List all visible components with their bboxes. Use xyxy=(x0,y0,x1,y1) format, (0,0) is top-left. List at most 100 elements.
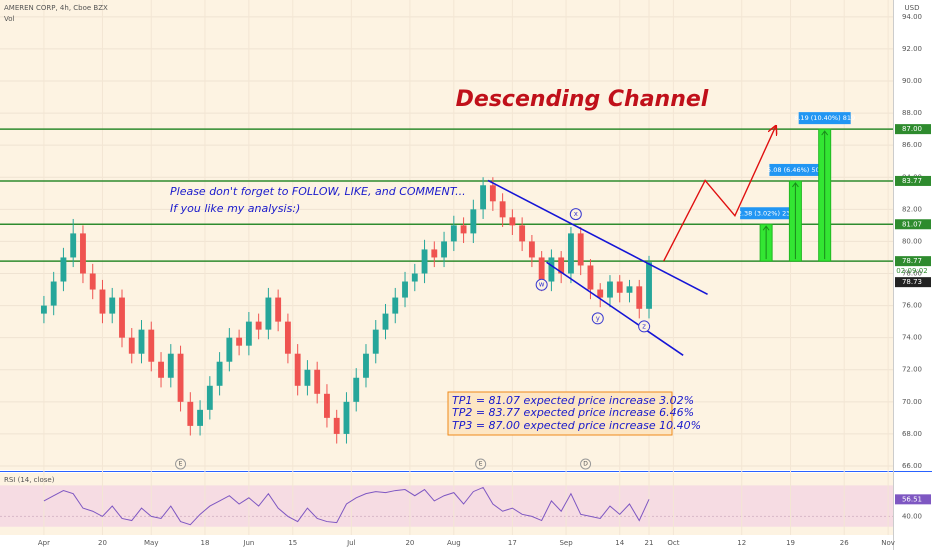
candle-body xyxy=(333,417,340,434)
candle-body xyxy=(450,225,457,242)
level-tag xyxy=(895,124,931,135)
candle-body xyxy=(441,241,447,258)
level-label: 78.77 xyxy=(902,257,922,265)
candle-body xyxy=(284,321,291,354)
event-label: E xyxy=(479,461,483,468)
candle-body xyxy=(177,353,184,402)
note: Please don't forget to FOLLOW, LIKE, and… xyxy=(170,185,466,198)
x-tick-label: 17 xyxy=(508,539,517,547)
candle-body xyxy=(646,262,652,309)
wave-label: z xyxy=(642,322,646,330)
candle-body xyxy=(382,313,389,330)
y-tick-label: 76.00 xyxy=(902,302,922,310)
x-tick-label: 18 xyxy=(200,539,209,547)
y-tick-label: 72.00 xyxy=(902,366,922,374)
event-icon xyxy=(475,458,487,470)
target-label: 2.38 (3.02%) 238 xyxy=(738,209,795,217)
candle-body xyxy=(509,217,516,226)
countdown: 02:09:02 xyxy=(896,267,927,275)
wave-circle xyxy=(638,320,651,333)
candle-body xyxy=(197,409,203,426)
candle-body xyxy=(89,273,96,290)
candle-body xyxy=(187,401,194,426)
candle-body xyxy=(577,233,584,266)
candle-body xyxy=(50,281,57,306)
wave-label: w xyxy=(539,281,545,289)
wave-circle xyxy=(569,208,582,221)
candle-body xyxy=(558,257,565,274)
rsi-line xyxy=(43,486,650,526)
y-tick-label: 66.00 xyxy=(902,462,922,470)
rsi-tag xyxy=(895,494,931,505)
rsi-band xyxy=(0,485,893,527)
target-label: 8.19 (10.40%) 819 xyxy=(794,114,855,122)
projection xyxy=(663,126,776,262)
candle-body xyxy=(109,297,116,314)
candle-body xyxy=(275,297,282,322)
candle-body xyxy=(480,185,487,210)
x-tick-label: Jul xyxy=(346,539,356,547)
currency: USD xyxy=(905,4,920,12)
candle-body xyxy=(80,233,86,274)
candle-body xyxy=(587,265,594,290)
candle-body xyxy=(421,249,428,274)
candle-body xyxy=(245,321,252,346)
plot-bg xyxy=(0,0,893,470)
event-label: D xyxy=(583,461,588,468)
candle-body xyxy=(294,353,301,386)
x-tick-label: Nov xyxy=(881,539,895,547)
channel-line xyxy=(487,179,708,296)
candle-body xyxy=(372,329,379,354)
x-tick-label: 21 xyxy=(645,539,654,547)
candle-body xyxy=(411,273,418,282)
candle-body xyxy=(60,257,67,282)
candle-body xyxy=(206,385,213,410)
candle-body xyxy=(392,297,399,314)
candle-body xyxy=(548,257,555,282)
candle-body xyxy=(528,241,535,258)
symbol: AMEREN CORP, 4h, Cboe BZX xyxy=(4,4,108,12)
rsi-tick-label: 40.00 xyxy=(902,512,922,520)
target-tag xyxy=(798,112,851,125)
x-tick-label: Jun xyxy=(242,539,254,547)
target-tag xyxy=(740,207,793,220)
target-arrow xyxy=(792,182,799,260)
candle-body xyxy=(460,225,467,234)
y-tick-label: 86.00 xyxy=(902,141,922,149)
x-tick-label: Aug xyxy=(447,539,461,547)
candle-body xyxy=(626,286,633,293)
candle-body xyxy=(353,377,360,402)
candle-body xyxy=(138,329,145,354)
x-tick-label: Apr xyxy=(38,539,50,547)
x-tick-label: 15 xyxy=(288,539,297,547)
level-tag xyxy=(895,256,931,267)
y-tick-label: 82.00 xyxy=(902,205,922,213)
level-label: 81.07 xyxy=(902,220,922,228)
event-label: E xyxy=(179,461,183,468)
candle-body xyxy=(607,281,613,298)
vol-label: Vol xyxy=(4,15,15,23)
tp-line: TP1 = 81.07 expected price increase 3.02… xyxy=(452,394,694,407)
target-arrow xyxy=(762,225,770,260)
chart-title: Descending Channel xyxy=(456,87,709,112)
candle-body xyxy=(597,289,604,298)
candle-body xyxy=(255,321,262,330)
event-icon xyxy=(175,458,187,470)
candle-body xyxy=(148,329,155,362)
candle-body xyxy=(314,369,321,394)
candle-body xyxy=(519,225,526,242)
candle-body xyxy=(167,353,174,378)
y-tick-label: 78.00 xyxy=(902,269,922,277)
candle-body xyxy=(470,209,477,234)
candle-body xyxy=(99,289,106,314)
target-label: 5.08 (6.46%) 508 xyxy=(767,166,824,174)
candle-body xyxy=(304,369,311,386)
candle-body xyxy=(40,305,47,314)
tp-box xyxy=(447,391,673,436)
rsi-value-label: 56.51 xyxy=(902,495,922,503)
x-tick-label: 20 xyxy=(405,539,414,547)
level-label: 83.77 xyxy=(902,177,922,185)
candle-body xyxy=(636,286,643,309)
candle-body xyxy=(568,233,574,274)
